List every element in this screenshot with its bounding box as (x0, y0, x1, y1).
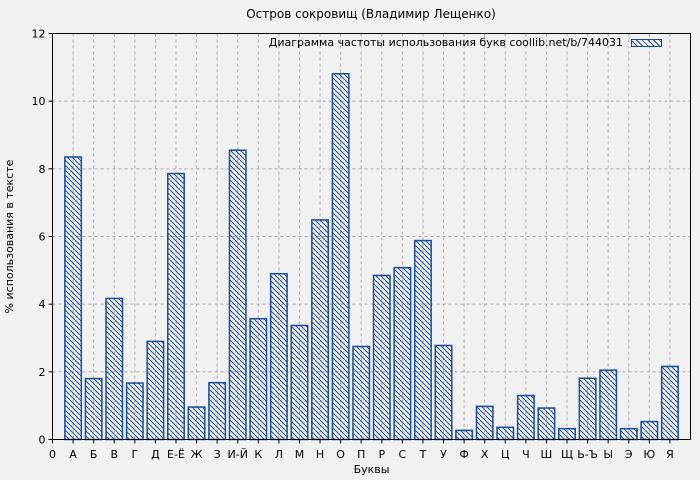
bar-Р (372, 274, 391, 441)
y-tick-label-8: 8 (39, 163, 46, 176)
x-tick-label-Ь-Ъ: Ь-Ъ (577, 448, 598, 461)
y-tick-label-10: 10 (32, 95, 46, 108)
y-tick-label-0: 0 (39, 434, 46, 447)
x-tick-label-Р: Р (378, 448, 385, 461)
bar-Я (660, 365, 679, 441)
x-axis-title: Буквы (354, 463, 390, 476)
bar-Ч (516, 394, 535, 441)
bar-С (393, 266, 412, 441)
bar-М (290, 324, 309, 441)
bar-У (434, 344, 453, 441)
bar-Г (125, 382, 144, 441)
x-tick-label-Ш: Ш (541, 448, 553, 461)
bar-Ф (455, 429, 474, 441)
bar-Ж (187, 406, 206, 441)
bar-К (249, 317, 268, 441)
x-tick-label-Т: Т (419, 448, 427, 461)
y-tick-label-2: 2 (39, 366, 46, 379)
chart-title: Остров сокровищ (Владимир Лещенко) (246, 7, 496, 21)
x-tick-label-Д: Д (151, 448, 160, 461)
x-origin-label: 0 (49, 448, 56, 461)
bar-З (208, 381, 227, 441)
y-tick-label-6: 6 (39, 231, 46, 244)
y-tick-label-4: 4 (39, 298, 46, 311)
y-axis-title: % использования в тексте (3, 159, 16, 313)
x-tick-label-Г: Г (131, 448, 138, 461)
bar-Б (84, 377, 103, 441)
x-tick-label-К: К (254, 448, 262, 461)
legend-label: Диаграмма частоты использования букв coo… (268, 36, 623, 49)
bar-О (331, 73, 350, 441)
x-tick-label-Х: Х (481, 448, 489, 461)
bar-Л (269, 272, 288, 441)
bar-П (352, 345, 371, 441)
bar-В (105, 297, 124, 441)
x-tick-label-Б: Б (90, 448, 98, 461)
x-tick-label-Я: Я (666, 448, 674, 461)
bar-Щ (558, 427, 576, 441)
x-tick-label-Щ: Щ (561, 448, 573, 461)
x-tick-label-В: В (110, 448, 118, 461)
bar-Ц (496, 426, 515, 441)
bar-Т (413, 239, 432, 441)
x-tick-label-Ы: Ы (603, 448, 613, 461)
x-tick-label-С: С (399, 448, 407, 461)
x-tick-label-Ю: Ю (643, 448, 655, 461)
x-tick-label-Ф: Ф (459, 448, 468, 461)
bar-Ь-Ъ (578, 377, 597, 441)
bar-Ы (599, 369, 618, 441)
bar-Ш (537, 407, 556, 441)
bar-А (64, 156, 83, 441)
x-tick-label-И-Й: И-Й (228, 448, 248, 461)
bar-Д (146, 340, 165, 441)
x-tick-label-О: О (336, 448, 345, 461)
x-tick-label-Ч: Ч (522, 448, 530, 461)
x-tick-label-Е-Ё: Е-Ё (167, 448, 185, 461)
x-tick-label-Ж: Ж (191, 448, 203, 461)
x-tick-label-П: П (357, 448, 365, 461)
x-tick-label-Н: Н (316, 448, 324, 461)
bar-Ю (640, 420, 659, 441)
x-tick-label-З: З (214, 448, 221, 461)
bar-Е-Ё (167, 172, 185, 441)
bar-И-Й (228, 149, 247, 441)
y-tick-label-12: 12 (32, 28, 46, 41)
x-tick-label-Э: Э (625, 448, 633, 461)
x-tick-label-А: А (69, 448, 77, 461)
bar-Х (475, 405, 494, 441)
x-tick-label-Ц: Ц (501, 448, 510, 461)
legend: Диаграмма частоты использования букв coo… (269, 36, 662, 49)
x-tick-label-Л: Л (275, 448, 283, 461)
x-tick-label-М: М (295, 448, 305, 461)
x-tick-label-У: У (440, 448, 447, 461)
bar-Н (311, 219, 330, 441)
bar-Э (619, 427, 638, 441)
legend-swatch (631, 38, 662, 47)
